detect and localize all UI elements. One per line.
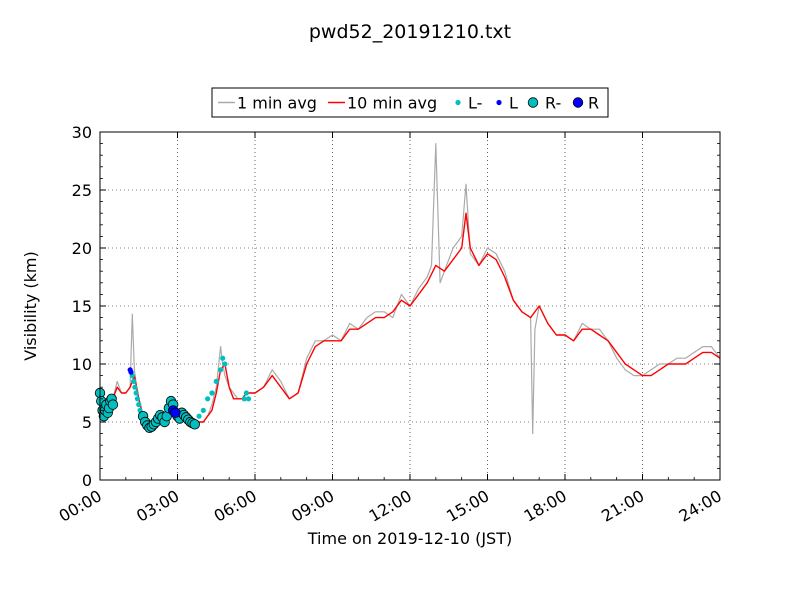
data-point (189, 419, 200, 430)
legend-item: L (496, 94, 518, 113)
y-tick-label: 5 (82, 413, 92, 432)
y-tick-label: 15 (72, 297, 92, 316)
y-tick-label: 10 (72, 355, 92, 374)
legend-swatch (496, 99, 502, 106)
legend-swatch (455, 99, 461, 106)
data-point (243, 390, 249, 396)
data-point (132, 384, 138, 390)
y-tick-label: 20 (72, 239, 92, 258)
legend-label: R- (545, 94, 561, 113)
data-point (209, 390, 215, 396)
legend-label: 10 min avg (347, 94, 437, 113)
series-layer (94, 143, 721, 435)
data-point (170, 407, 181, 418)
data-point (130, 378, 137, 384)
legend-label: 1 min avg (237, 94, 317, 113)
x-axis-title: Time on 2019-12-10 (JST) (307, 529, 512, 548)
data-point (107, 399, 119, 410)
legend-label: L (509, 94, 518, 113)
data-point (128, 369, 134, 375)
legend-swatch (572, 97, 584, 108)
series-r-5 (167, 405, 181, 418)
data-point (220, 355, 226, 361)
chart-title: pwd52_20191210.txt (309, 21, 511, 43)
y-axis-title: Visibility (km) (21, 251, 40, 360)
legend-item: 1 min avg (218, 94, 317, 113)
data-point (196, 413, 202, 419)
legend-label: L- (468, 94, 482, 113)
data-point (245, 396, 252, 402)
data-point (241, 396, 247, 402)
data-point (200, 407, 206, 413)
legend-item: R (572, 94, 599, 113)
series-r-4 (94, 387, 200, 434)
legend-item: L- (455, 94, 482, 113)
legend-swatch (527, 97, 539, 108)
data-point (134, 396, 141, 402)
data-point (222, 361, 228, 367)
data-point (217, 367, 224, 373)
data-point (213, 378, 219, 384)
legend: 1 min avg 10 min avg L- L R- R (211, 87, 609, 118)
y-tick-label: 25 (72, 181, 92, 200)
y-tick-label: 0 (82, 471, 92, 490)
y-tick-label: 30 (72, 123, 92, 142)
legend-item: R- (527, 94, 561, 113)
legend-item: 10 min avg (328, 94, 437, 113)
data-point (133, 390, 139, 396)
legend-label: R (588, 94, 599, 113)
data-point (136, 402, 142, 408)
grid (100, 132, 720, 480)
legend-frame (211, 87, 609, 118)
data-point (205, 396, 211, 402)
